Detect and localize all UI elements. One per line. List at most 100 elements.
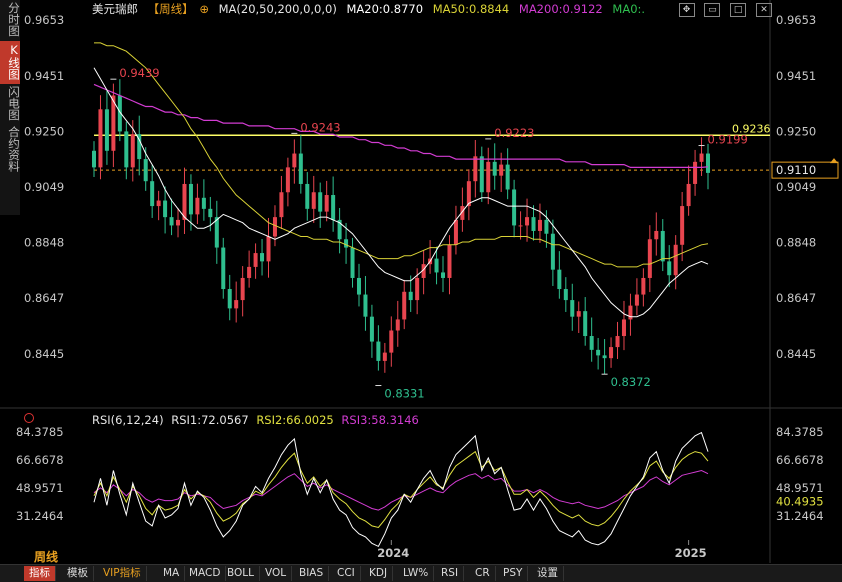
candle-body <box>266 236 271 262</box>
extreme-label: 0.9199 <box>708 133 748 147</box>
period-label[interactable]: 【周线】 <box>147 2 194 16</box>
candle-body <box>305 183 310 209</box>
price-tick-left: 0.9049 <box>24 180 64 194</box>
candle-body <box>570 300 575 317</box>
extreme-label: 0.9243 <box>300 120 340 134</box>
candle-body <box>518 225 523 227</box>
candle-body <box>176 219 181 226</box>
candle-body <box>402 291 407 320</box>
candle-body <box>150 181 155 207</box>
candle-body <box>408 291 413 301</box>
toolbar-item-1[interactable]: 模板 <box>62 566 94 581</box>
toolbar-item-13[interactable]: PSY <box>498 566 529 581</box>
indicator-settings-icon[interactable] <box>24 413 34 423</box>
toolbar-item-5[interactable]: BOLL <box>222 566 260 581</box>
candle-body <box>369 316 374 342</box>
candle-body <box>647 239 652 278</box>
candle-body <box>285 167 290 193</box>
candle-body <box>337 219 342 240</box>
candle-body <box>460 206 465 220</box>
view-tab-3[interactable]: 合约资料 <box>7 126 21 172</box>
candle-body <box>156 200 161 207</box>
candle-body <box>208 208 213 218</box>
ma20-line <box>93 67 709 318</box>
candle-body <box>272 217 277 237</box>
rsi-tick-right: 66.6678 <box>776 453 824 467</box>
candle-body <box>324 195 329 212</box>
candle-body <box>240 277 245 301</box>
candle-body <box>143 159 148 182</box>
price-tick-right: 0.8848 <box>776 236 816 250</box>
ma50-value: MA50:0.8844 <box>432 2 510 16</box>
rsi2-value: RSI2:66.0025 <box>256 413 334 427</box>
candle-body <box>253 253 258 267</box>
crosshair-icon[interactable]: ⊕ <box>199 2 209 16</box>
candle-body <box>705 153 711 173</box>
toolbar-item-10[interactable]: LW% <box>398 566 435 581</box>
x-axis-label: 2025 <box>675 546 707 560</box>
candle-body <box>389 330 394 353</box>
view-tab-1[interactable]: K线图 <box>0 40 21 84</box>
window-icon[interactable]: ▭ <box>704 3 721 17</box>
rsi-tick-right: 84.3785 <box>776 425 824 439</box>
price-tick-right: 0.8647 <box>776 291 816 305</box>
price-tick-left: 0.9653 <box>24 13 64 27</box>
candle-body <box>363 294 368 317</box>
ma200-value: MA200:0.9122 <box>518 2 603 16</box>
rsi3-value: RSI3:58.3146 <box>341 413 419 427</box>
candle-body <box>654 230 659 240</box>
ma-params[interactable]: MA(20,50,200,0,0,0) <box>218 2 337 16</box>
candle-body <box>667 261 672 276</box>
ma200-line <box>93 83 709 168</box>
toolbar-item-8[interactable]: CCI <box>332 566 361 581</box>
rsi-tick-left: 66.6678 <box>16 453 64 467</box>
rsi-current-label: 40.4935 <box>776 494 824 508</box>
candle-body <box>234 300 239 309</box>
candle-body <box>376 341 381 361</box>
toolbar-item-3[interactable]: MA <box>158 566 186 581</box>
toolbar-item-7[interactable]: BIAS <box>294 566 330 581</box>
candle-body <box>609 347 614 359</box>
toolbar-item-12[interactable]: CR <box>470 566 496 581</box>
indicator-toolbar: 指标 模板 VIP指标 MA MACD BOLL VOL BIAS CCI KDJ LW% RSI CR… <box>0 564 842 582</box>
price-tick-right: 0.9451 <box>776 69 816 83</box>
toolbar-item-4[interactable]: MACD <box>184 566 227 581</box>
candle-body <box>91 150 97 168</box>
view-tab-2[interactable]: 闪电图 <box>7 85 21 121</box>
candle-body <box>499 164 504 176</box>
candle-body <box>583 311 588 337</box>
candle-body <box>130 134 135 168</box>
rsi-header: RSI(6,12,24) RSI1:72.0567 RSI2:66.0025 R… <box>92 413 423 427</box>
candle-body <box>163 200 168 218</box>
rsi-title[interactable]: RSI(6,12,24) <box>92 413 164 427</box>
period-indicator: 周线 <box>34 550 59 564</box>
candle-body <box>525 217 530 226</box>
expand-icon[interactable]: ✥ <box>678 3 695 17</box>
toolbar-item-6[interactable]: VOL <box>260 566 293 581</box>
candle-body <box>415 277 420 301</box>
toolbar-item-14[interactable]: 设置 <box>532 566 564 581</box>
candle-body <box>466 181 471 207</box>
candle-body <box>395 319 400 331</box>
candle-body <box>201 197 206 209</box>
rsi-tick-right: 31.2464 <box>776 509 824 523</box>
candle-body <box>182 183 187 220</box>
toolbar-item-0[interactable]: 指标 <box>24 566 56 581</box>
chart-header: 美元瑞郎 【周线】 ⊕ MA(20,50,200,0,0,0) MA20:0.8… <box>92 1 651 17</box>
close-icon[interactable]: ✕ <box>756 3 772 17</box>
maximize-icon[interactable]: □ <box>730 3 747 17</box>
candle-body <box>169 217 174 226</box>
candle-body <box>505 164 510 190</box>
x-axis-label: 2024 <box>377 546 409 560</box>
toolbar-item-9[interactable]: KDJ <box>364 566 394 581</box>
symbol-name: 美元瑞郎 <box>92 2 138 16</box>
candle-body <box>434 258 439 273</box>
candle-body <box>195 197 200 215</box>
candle-body <box>279 192 284 218</box>
candle-body <box>621 319 626 337</box>
toolbar-item-11[interactable]: RSI <box>436 566 465 581</box>
candle-body <box>382 352 387 361</box>
candle-body <box>247 266 252 278</box>
toolbar-item-2[interactable]: VIP指标 <box>98 566 147 581</box>
view-tab-0[interactable]: 分时图 <box>7 2 21 37</box>
